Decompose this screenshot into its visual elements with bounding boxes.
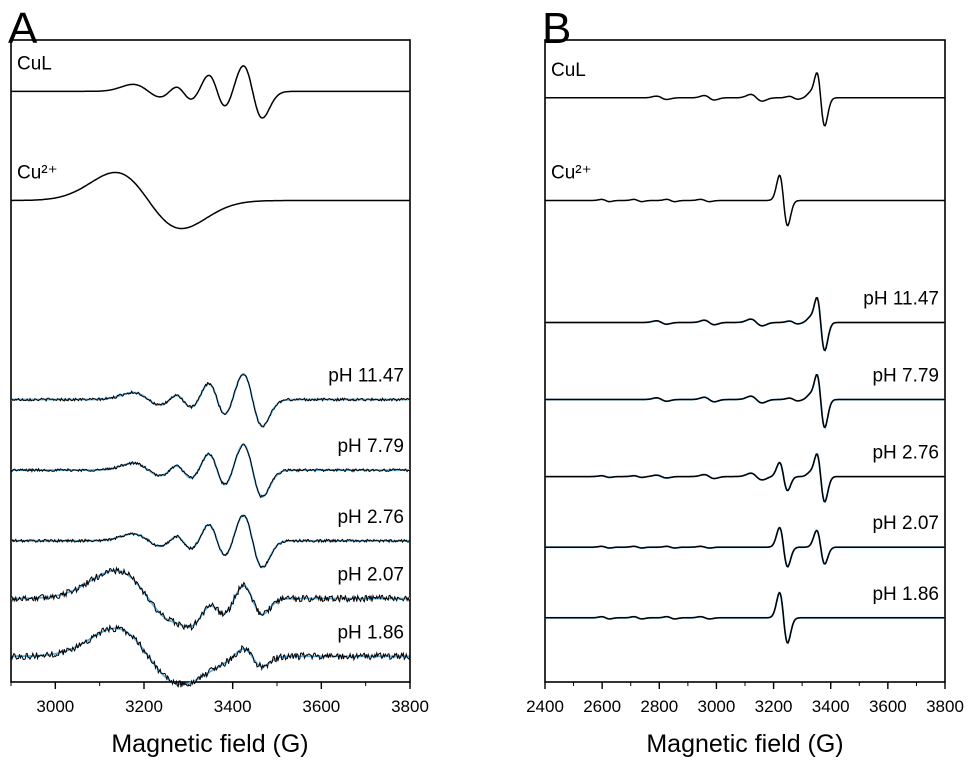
panel-b-letter: B bbox=[542, 4, 572, 53]
x-tick-label: 3800 bbox=[926, 697, 964, 716]
x-tick-label: 3400 bbox=[812, 697, 850, 716]
x-tick-label: 3000 bbox=[698, 697, 736, 716]
x-tick-label: 3600 bbox=[869, 697, 907, 716]
experimental-trace bbox=[10, 566, 411, 631]
experimental-trace bbox=[545, 72, 945, 127]
experimental-trace bbox=[545, 174, 945, 227]
experimental-trace bbox=[545, 373, 945, 429]
experimental-trace bbox=[545, 591, 945, 644]
experimental-trace bbox=[10, 514, 411, 569]
plot-frame bbox=[10, 39, 411, 683]
experimental-trace bbox=[545, 453, 945, 503]
experimental-trace bbox=[11, 65, 410, 119]
trace-label: pH 11.47 bbox=[328, 366, 404, 387]
trace-label: pH 1.86 bbox=[872, 584, 939, 605]
x-tick-label: 3200 bbox=[755, 697, 793, 716]
x-tick-label: 2800 bbox=[640, 697, 678, 716]
experimental-trace bbox=[10, 624, 411, 688]
trace-label: pH 2.07 bbox=[872, 513, 939, 534]
trace-label: CuL bbox=[17, 53, 52, 74]
panel-b-x-axis-label: Magnetic field (G) bbox=[646, 730, 844, 758]
trace-label: CuL bbox=[551, 60, 586, 81]
x-tick-label: 2600 bbox=[583, 697, 621, 716]
trace-label: pH 11.47 bbox=[863, 288, 939, 309]
experimental-trace bbox=[10, 374, 411, 428]
x-tick-label: 3800 bbox=[391, 697, 429, 716]
trace-label: pH 2.76 bbox=[872, 443, 939, 464]
experimental-trace bbox=[10, 443, 411, 499]
experimental-trace bbox=[545, 526, 945, 568]
trace-label: Cu²⁺ bbox=[17, 163, 58, 184]
trace-label: Cu²⁺ bbox=[551, 163, 592, 184]
trace-label: pH 7.79 bbox=[872, 366, 939, 387]
x-tick-label: 3200 bbox=[125, 697, 163, 716]
x-tick-label: 3000 bbox=[36, 697, 74, 716]
x-tick-label: 2400 bbox=[526, 697, 564, 716]
panel-b-chart: 2400 2600 2800 3000 3200 3400 3600 3800 CuL Cu²⁺ p… bbox=[526, 39, 964, 716]
experimental-trace bbox=[545, 296, 945, 352]
trace-label: pH 1.86 bbox=[337, 622, 404, 643]
trace-label: pH 7.79 bbox=[337, 436, 404, 457]
trace-label: pH 2.76 bbox=[337, 507, 404, 528]
x-tick-label: 3600 bbox=[302, 697, 340, 716]
experimental-trace bbox=[11, 171, 410, 230]
x-tick-label: 3400 bbox=[214, 697, 252, 716]
panel-a-chart: 3000 3200 3400 3600 3800 CuL Cu²⁺ pH 11.47 pH 7.… bbox=[10, 39, 429, 716]
trace-label: pH 2.07 bbox=[337, 565, 404, 586]
panel-a-x-axis-label: Magnetic field (G) bbox=[111, 730, 309, 758]
panel-a-letter: A bbox=[8, 4, 38, 53]
